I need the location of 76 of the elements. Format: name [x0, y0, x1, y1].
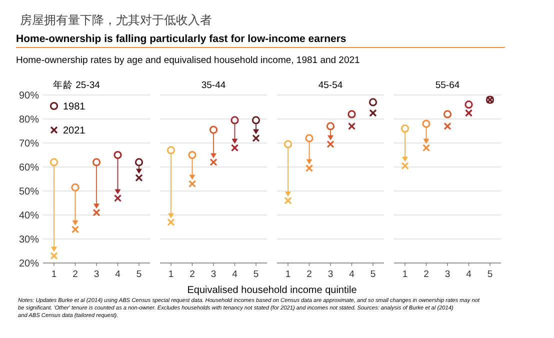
- point: [50, 158, 58, 166]
- point: [348, 110, 356, 118]
- x-tick-label: 1: [285, 269, 291, 280]
- y-tick-label: 90%: [18, 90, 40, 102]
- y-tick-label: 60%: [18, 162, 40, 174]
- point: [50, 252, 58, 260]
- chart-title: 45-54: [318, 80, 343, 91]
- point: [114, 150, 122, 160]
- y-tick-label: 70%: [18, 138, 40, 150]
- point: [209, 126, 218, 134]
- x-tick-label: 5: [253, 269, 259, 280]
- y-tick-label: 20%: [18, 258, 40, 270]
- point: [305, 134, 314, 142]
- x-tick-label: 1: [168, 269, 174, 280]
- x-tick-label: 4: [115, 269, 120, 280]
- point: [210, 158, 218, 166]
- point: [166, 146, 176, 154]
- point: [326, 140, 334, 148]
- x-tick-label: 2: [424, 269, 429, 280]
- chart-title: 55-64: [435, 80, 460, 91]
- point: [92, 158, 101, 166]
- legend-label: 1981: [63, 102, 86, 112]
- x-tick-label: 5: [370, 269, 376, 280]
- y-tick-label: 50%: [18, 186, 40, 198]
- point: [134, 158, 144, 166]
- x-tick-label: 1: [402, 269, 408, 280]
- point: [114, 194, 122, 202]
- x-tick-label: 4: [232, 269, 238, 280]
- y-tick-label: 40%: [18, 210, 40, 222]
- text: Home-ownership rates by age and equivalised household income, 1981 and 2021: [16, 55, 360, 66]
- point: [284, 140, 292, 148]
- y-tick-label: 80%: [18, 114, 40, 126]
- point: [401, 162, 409, 170]
- point: [369, 109, 377, 117]
- point: [305, 164, 314, 172]
- x-tick-label: 3: [210, 269, 216, 280]
- x-tick-label: 5: [136, 269, 142, 280]
- point: [464, 109, 473, 117]
- legend-label: 2021: [63, 126, 86, 136]
- x-tick-label: 2: [190, 269, 195, 280]
- text: Home-ownership is falling particularly fast for low-income earners: [16, 33, 346, 45]
- point: [400, 124, 410, 133]
- y-tick-label: 30%: [18, 234, 40, 246]
- point: [188, 150, 196, 160]
- point: [252, 116, 260, 124]
- text: 房屋拥有量下降，尤其对于低收入者: [20, 13, 212, 27]
- point: [230, 116, 239, 124]
- x-tick-label: 4: [349, 269, 354, 280]
- point: [348, 122, 356, 130]
- x-tick-label: 3: [94, 269, 100, 280]
- x-axis-title: Equivalised household income quintile: [187, 285, 358, 296]
- point: [135, 174, 143, 182]
- x-tick-label: 4: [466, 269, 472, 280]
- point: [252, 134, 260, 142]
- point: [422, 120, 430, 128]
- point: [71, 183, 80, 192]
- x-tick-label: 3: [444, 269, 450, 280]
- point: [422, 144, 430, 152]
- point: [368, 98, 378, 106]
- x-tick-label: 3: [328, 269, 334, 280]
- point: [444, 122, 452, 130]
- point: [167, 218, 175, 226]
- point: [443, 110, 452, 118]
- x-tick-label: 1: [51, 269, 57, 280]
- x-tick-label: 5: [487, 269, 493, 280]
- point: [188, 180, 196, 188]
- x-tick-label: 2: [306, 269, 312, 280]
- chart-title: 35-44: [201, 80, 226, 91]
- point: [92, 208, 100, 216]
- point: [464, 100, 473, 109]
- point: [230, 144, 239, 152]
- point: [326, 122, 335, 130]
- chart-title: 年龄 25-34: [53, 79, 100, 91]
- x-tick-label: 2: [72, 269, 78, 280]
- point: [71, 226, 80, 234]
- point: [284, 196, 292, 204]
